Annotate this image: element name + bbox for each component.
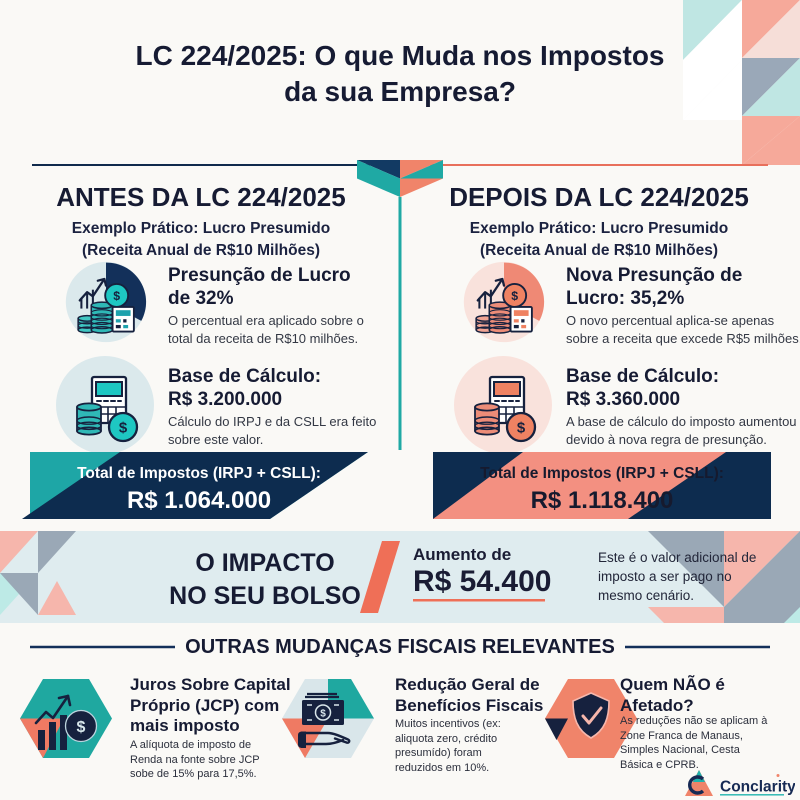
svg-text:$: $: [320, 708, 326, 719]
svg-text:$: $: [77, 719, 86, 736]
svg-text:Conclarity: Conclarity: [720, 779, 795, 796]
